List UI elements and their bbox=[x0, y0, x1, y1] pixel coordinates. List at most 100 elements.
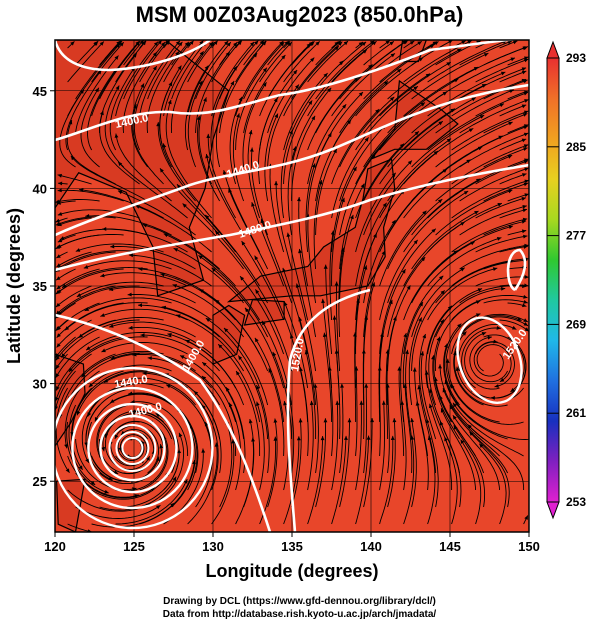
streamline bbox=[355, 202, 387, 287]
streamline-arrow bbox=[202, 362, 207, 367]
streamline-arrow bbox=[260, 218, 265, 224]
streamline-arrow bbox=[510, 57, 515, 62]
colorbar-tick-label: 269 bbox=[566, 317, 586, 331]
streamline bbox=[435, 288, 506, 338]
streamline-arrow bbox=[57, 289, 62, 294]
streamline bbox=[385, 349, 389, 439]
streamline bbox=[363, 418, 373, 508]
streamline-arrow bbox=[88, 383, 94, 388]
streamline bbox=[59, 89, 85, 168]
streamline bbox=[201, 361, 245, 440]
streamline-arrow bbox=[454, 78, 459, 83]
streamline bbox=[267, 418, 278, 508]
streamline bbox=[402, 301, 424, 389]
streamline-arrow bbox=[162, 143, 167, 148]
streamline bbox=[173, 247, 244, 304]
streamline-arrow bbox=[431, 228, 436, 233]
streamline bbox=[379, 180, 434, 253]
streamline-arrow bbox=[81, 373, 86, 378]
streamline-arrow bbox=[132, 53, 137, 58]
streamline-arrow bbox=[94, 417, 99, 422]
streamline-arrow bbox=[343, 41, 348, 46]
streamline-arrow bbox=[445, 358, 450, 363]
streamline-arrow bbox=[104, 433, 109, 438]
streamline bbox=[435, 121, 513, 168]
streamline bbox=[379, 61, 452, 117]
streamline-arrow bbox=[457, 323, 462, 328]
streamline bbox=[291, 418, 302, 508]
streamline-arrow bbox=[241, 241, 246, 246]
streamline bbox=[411, 290, 446, 372]
streamline bbox=[434, 300, 481, 372]
streamline bbox=[110, 246, 196, 270]
streamline bbox=[57, 209, 140, 219]
streamline bbox=[55, 336, 100, 378]
streamline-arrow bbox=[431, 355, 435, 360]
streamline bbox=[211, 439, 235, 525]
streamline-arrow bbox=[373, 233, 377, 238]
streamline bbox=[443, 323, 462, 406]
streamline bbox=[464, 332, 500, 390]
streamline-arrow bbox=[156, 122, 161, 127]
streamline-arrow bbox=[323, 73, 328, 78]
streamline-arrow bbox=[86, 346, 91, 351]
streamline bbox=[187, 42, 215, 83]
streamline-arrow bbox=[425, 418, 430, 424]
streamline bbox=[259, 43, 312, 117]
streamline-arrow bbox=[166, 384, 171, 389]
streamline bbox=[247, 129, 261, 219]
streamline bbox=[427, 237, 502, 287]
streamline-arrow bbox=[453, 402, 457, 408]
streamline bbox=[91, 455, 160, 482]
streamline bbox=[267, 84, 300, 168]
streamline-arrow bbox=[361, 41, 367, 46]
streamline-arrow bbox=[240, 276, 245, 281]
streamline-arrow bbox=[523, 318, 528, 322]
streamline bbox=[404, 383, 413, 474]
streamline bbox=[403, 221, 465, 287]
streamline-arrow bbox=[101, 348, 106, 353]
streamline-arrow bbox=[382, 202, 387, 208]
streamline bbox=[453, 351, 508, 407]
streamline bbox=[235, 67, 268, 151]
streamline-arrow bbox=[153, 41, 158, 46]
streamline-arrow bbox=[273, 97, 278, 103]
streamline bbox=[428, 319, 445, 406]
streamline bbox=[461, 327, 501, 389]
streamline-arrow bbox=[114, 133, 119, 138]
streamline bbox=[315, 418, 326, 508]
streamline bbox=[440, 408, 477, 491]
x-tick-label: 140 bbox=[360, 539, 382, 554]
streamline-arrow bbox=[114, 434, 119, 439]
streamline bbox=[195, 41, 232, 100]
streamline-arrow bbox=[70, 41, 75, 46]
streamline-arrow bbox=[147, 356, 152, 361]
streamline-arrow bbox=[128, 253, 134, 258]
typhoon-contour bbox=[55, 366, 214, 530]
streamline bbox=[307, 400, 314, 491]
streamline-arrow bbox=[522, 303, 527, 308]
streamline bbox=[403, 275, 444, 355]
streamline-arrow bbox=[110, 355, 116, 360]
streamline bbox=[363, 383, 367, 474]
streamline-arrow bbox=[461, 40, 466, 45]
streamline bbox=[331, 400, 339, 491]
streamline bbox=[401, 400, 407, 491]
streamline-arrow bbox=[363, 265, 368, 270]
streamline bbox=[499, 70, 527, 83]
streamline-arrow bbox=[56, 276, 61, 281]
streamline-arrow bbox=[444, 380, 449, 385]
height-contour bbox=[55, 83, 529, 237]
streamline bbox=[56, 268, 100, 290]
streamline bbox=[132, 104, 164, 185]
streamline bbox=[115, 41, 159, 117]
streamline bbox=[451, 258, 529, 287]
streamline bbox=[475, 58, 529, 83]
streamline-arrow bbox=[178, 432, 183, 438]
streamline bbox=[387, 256, 426, 338]
streamline-arrow bbox=[55, 245, 61, 249]
streamline-arrow bbox=[55, 396, 59, 402]
streamline bbox=[435, 260, 513, 304]
streamline bbox=[403, 190, 469, 253]
streamline-arrow bbox=[509, 89, 514, 93]
